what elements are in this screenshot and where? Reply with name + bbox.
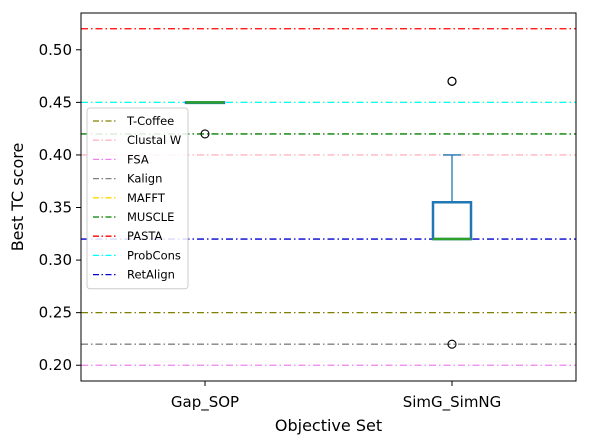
legend-entry-probcons: ProbCons [127, 248, 181, 262]
outlier-point [447, 76, 457, 86]
legend-entry-kalign: Kalign [127, 172, 162, 186]
axes [80, 12, 577, 382]
legend-entry-mafft: MAFFT [127, 191, 166, 205]
legend-entry-pasta: PASTA [127, 229, 162, 243]
y-tick-label: 0.20 [39, 356, 72, 374]
legend-entry-clustal-w: Clustal W [127, 133, 181, 147]
legend: T-Coffee Clustal W FSA Kalign MAFFT MUSCLE PAS… [86, 107, 189, 290]
legend-entry-retalign: RetAlign [127, 268, 175, 282]
box-group [184, 76, 473, 349]
y-tick-label: 0.25 [39, 304, 72, 322]
plot-frame [80, 12, 577, 382]
x-tick-label: Gap_SOP [171, 393, 239, 412]
legend-box [86, 107, 189, 290]
x-tick-label: SimG_SimNG [403, 393, 502, 412]
y-tick-label: 0.50 [39, 41, 72, 59]
x-axis-label: Objective Set [275, 416, 382, 435]
y-tick-label: 0.35 [39, 199, 72, 217]
legend-entry-t-coffee: T-Coffee [126, 114, 174, 128]
y-ticks: 0.20 0.25 0.30 0.35 0.40 0.45 0.50 [39, 41, 81, 374]
y-tick-label: 0.40 [39, 146, 72, 164]
y-axis-label: Best TC score [8, 143, 27, 252]
outlier-point [200, 129, 210, 139]
legend-entry-fsa: FSA [127, 152, 149, 166]
x-ticks: Gap_SOP SimG_SimNG [171, 381, 501, 412]
y-tick-label: 0.45 [39, 93, 72, 111]
box-simg_simng [431, 201, 473, 241]
y-tick-label: 0.30 [39, 251, 72, 269]
legend-entry-muscle: MUSCLE [127, 210, 174, 224]
outlier-point [447, 339, 457, 349]
